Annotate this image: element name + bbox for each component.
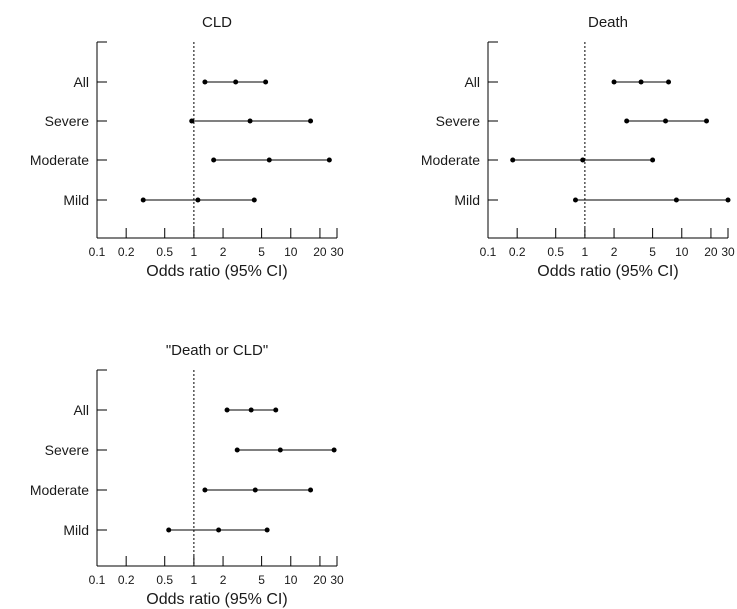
x-axis-label: Odds ratio (95% CI) — [537, 263, 678, 280]
ci-upper-point — [264, 527, 270, 533]
x-tick-label: 0.1 — [89, 245, 106, 259]
ci-lower-point — [234, 447, 240, 453]
ci-lower-point — [224, 407, 230, 413]
ci-lower-point — [624, 118, 630, 124]
ci-lower-point — [202, 79, 208, 85]
x-tick-label: 0.2 — [118, 573, 135, 587]
x-tick-label: 20 — [704, 245, 718, 259]
x-tick-label: 0.5 — [156, 245, 173, 259]
estimate-point — [277, 447, 283, 453]
category-label: Mild — [454, 192, 480, 208]
ci-lower-point — [166, 527, 172, 533]
x-tick-label: 30 — [330, 573, 344, 587]
x-tick-label: 2 — [611, 245, 618, 259]
x-tick-label: 2 — [220, 573, 227, 587]
estimate-point — [216, 527, 222, 533]
category-label: All — [464, 74, 480, 90]
estimate-point — [663, 118, 669, 124]
estimate-point — [638, 79, 644, 85]
x-tick-label: 0.5 — [547, 245, 564, 259]
x-tick-label: 10 — [284, 573, 298, 587]
category-label: Mild — [63, 522, 89, 538]
x-tick-label: 1 — [191, 245, 198, 259]
x-tick-label: 0.2 — [509, 245, 526, 259]
category-label: Moderate — [30, 152, 89, 168]
category-label: Moderate — [30, 482, 89, 498]
ci-lower-point — [211, 157, 217, 163]
estimate-point — [247, 118, 253, 124]
estimate-point — [195, 197, 201, 203]
chart-title: Death — [588, 14, 628, 31]
estimate-point — [248, 407, 254, 413]
x-axis-label: Odds ratio (95% CI) — [146, 263, 287, 280]
ci-upper-point — [308, 118, 314, 124]
ci-upper-point — [263, 79, 269, 85]
x-tick-label: 0.1 — [89, 573, 106, 587]
x-tick-label: 0.2 — [118, 245, 135, 259]
ci-lower-point — [189, 118, 195, 124]
category-label: Moderate — [421, 152, 480, 168]
x-tick-label: 5 — [649, 245, 656, 259]
x-tick-label: 10 — [675, 245, 689, 259]
ci-upper-point — [704, 118, 710, 124]
x-tick-label: 2 — [220, 245, 227, 259]
estimate-point — [673, 197, 679, 203]
chart-title: "Death or CLD" — [166, 342, 268, 359]
category-label: Severe — [436, 113, 481, 129]
category-label: All — [73, 402, 89, 418]
x-tick-label: 30 — [330, 245, 344, 259]
category-label: Severe — [45, 113, 90, 129]
x-tick-label: 10 — [284, 245, 298, 259]
x-tick-label: 5 — [258, 245, 265, 259]
ci-lower-point — [140, 197, 146, 203]
category-label: Severe — [45, 442, 90, 458]
ci-upper-point — [251, 197, 257, 203]
x-tick-label: 1 — [191, 573, 198, 587]
x-tick-label: 30 — [721, 245, 735, 259]
x-tick-label: 5 — [258, 573, 265, 587]
x-tick-label: 1 — [582, 245, 589, 259]
x-axis-label: Odds ratio (95% CI) — [146, 591, 287, 608]
ci-upper-point — [273, 407, 279, 413]
estimate-point — [233, 79, 239, 85]
ci-upper-point — [326, 157, 332, 163]
category-label: All — [73, 74, 89, 90]
estimate-point — [266, 157, 272, 163]
ci-upper-point — [666, 79, 672, 85]
chart-title: CLD — [202, 14, 232, 31]
ci-lower-point — [510, 157, 516, 163]
ci-lower-point — [611, 79, 617, 85]
x-tick-label: 20 — [313, 573, 327, 587]
ci-lower-point — [202, 487, 208, 493]
estimate-point — [252, 487, 258, 493]
category-label: Mild — [63, 192, 89, 208]
x-tick-label: 0.1 — [480, 245, 497, 259]
ci-upper-point — [650, 157, 656, 163]
x-tick-label: 20 — [313, 245, 327, 259]
x-tick-label: 0.5 — [156, 573, 173, 587]
ci-lower-point — [572, 197, 578, 203]
ci-upper-point — [308, 487, 314, 493]
estimate-point — [580, 157, 586, 163]
ci-upper-point — [331, 447, 337, 453]
ci-upper-point — [725, 197, 731, 203]
